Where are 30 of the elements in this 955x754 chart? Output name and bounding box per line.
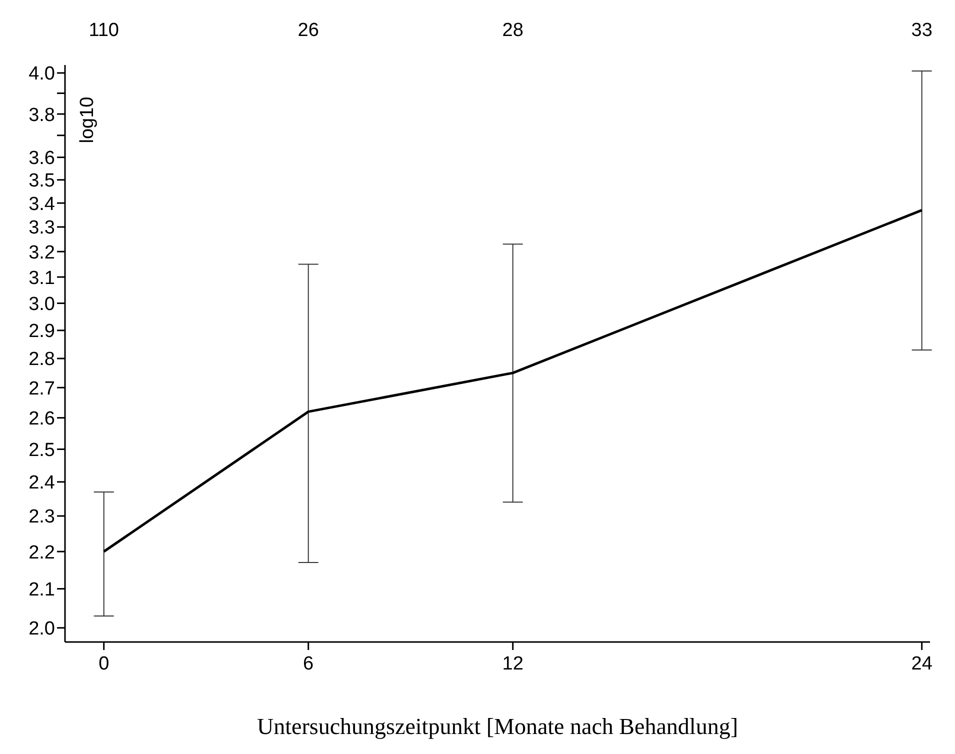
y-axis-title: log10	[77, 96, 98, 144]
y-tick-label: 2.4	[28, 472, 56, 494]
x-axis-title: Untersuchungszeitpunkt [Monate nach Behandlung]	[257, 714, 738, 739]
text: 28	[502, 20, 524, 41]
y-tick-label: 3.1	[28, 268, 55, 289]
x-tick-label: 12	[502, 653, 524, 674]
y-tick-label: 2.1	[28, 580, 55, 601]
y-tick-label: 2.3	[28, 506, 55, 528]
y-tick-label: 2.0	[28, 618, 55, 640]
x-tick-label: 0	[98, 653, 110, 674]
y-tick-label: 3.6	[28, 148, 55, 170]
text: 26	[298, 20, 319, 41]
y-tick-label: 3.8	[28, 104, 55, 126]
x-tick-label: 24	[911, 653, 933, 674]
y-tick-label: 2.5	[28, 440, 55, 461]
x-tick-label: 6	[303, 653, 314, 674]
y-tick-label: 3.0	[28, 294, 55, 316]
text: 110	[88, 20, 119, 41]
y-tick-label: 3.4	[28, 194, 56, 215]
y-tick-label: 4.0	[28, 64, 55, 85]
y-tick-label: 2.2	[28, 542, 55, 564]
y-tick-label: 2.8	[28, 349, 55, 370]
line-series	[102, 208, 924, 553]
y-tick-label: 3.2	[28, 242, 55, 264]
y-tick-label: 2.9	[28, 321, 55, 342]
text: 33	[911, 20, 932, 41]
y-tick-label: 2.6	[28, 408, 55, 430]
y-tick-label: 3.5	[28, 170, 55, 192]
y-tick-label: 3.3	[28, 218, 55, 239]
y-tick-label: 2.7	[28, 378, 55, 400]
